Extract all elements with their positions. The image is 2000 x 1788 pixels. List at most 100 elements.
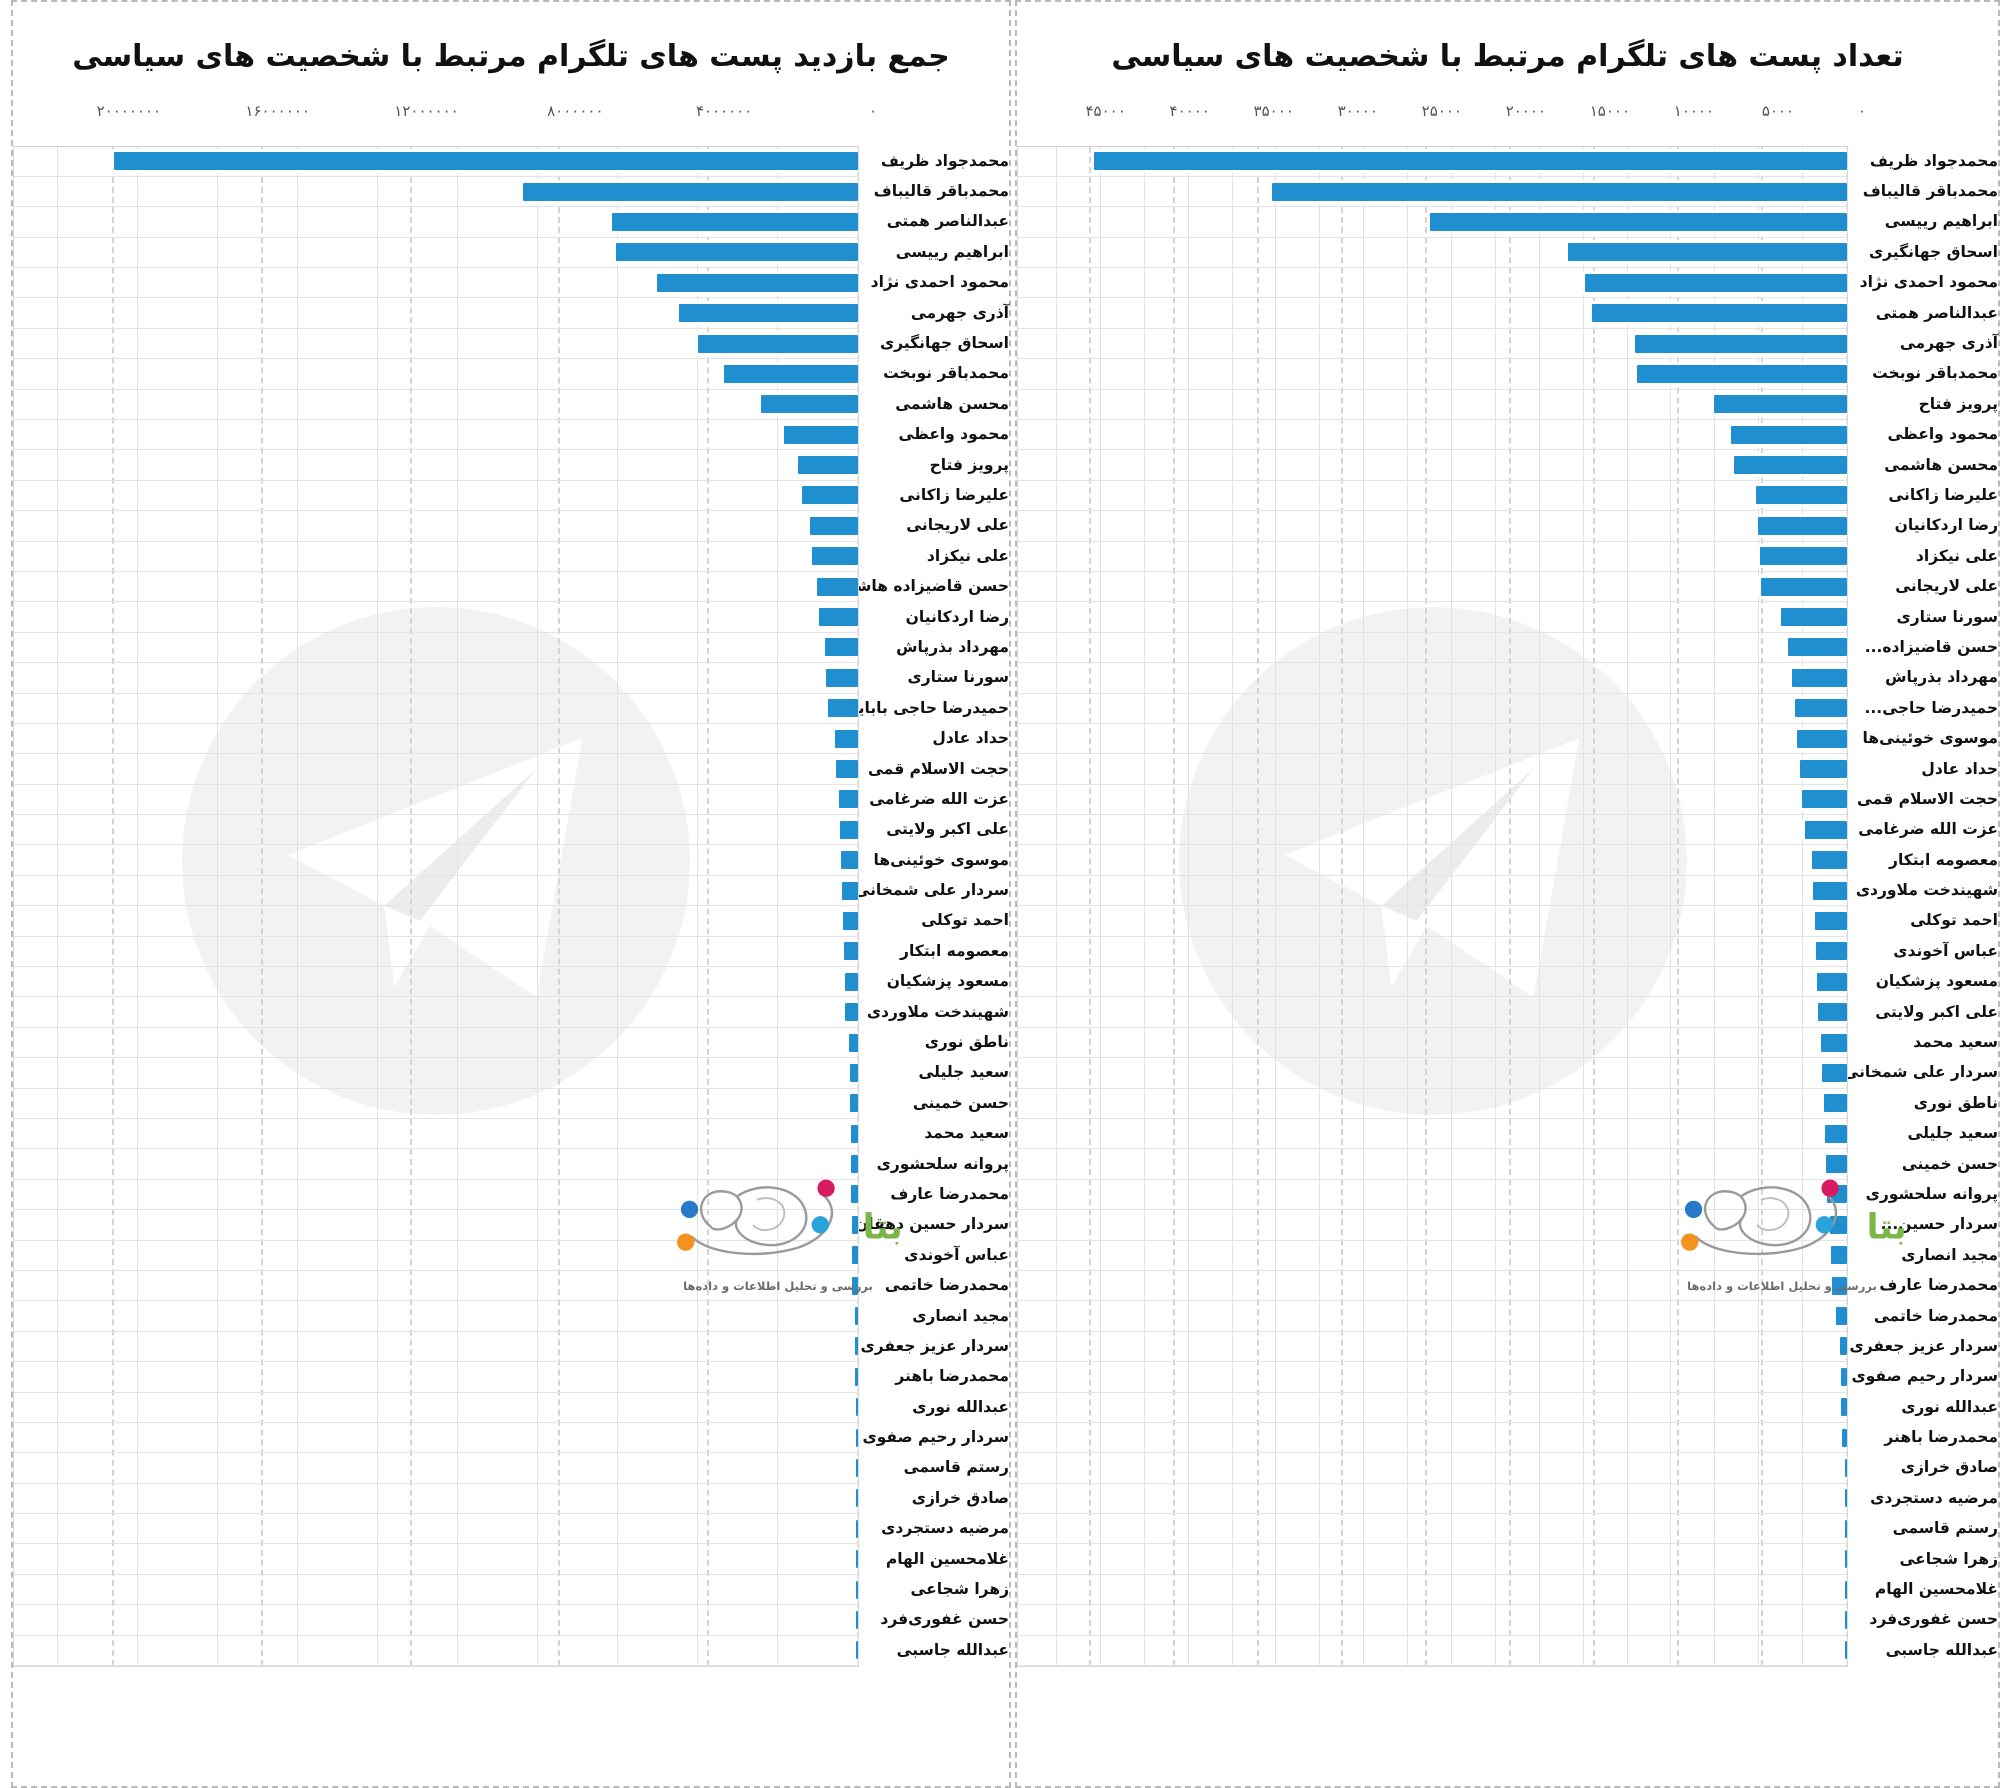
bar[interactable] <box>1093 152 1847 171</box>
bar[interactable] <box>1791 668 1847 687</box>
bar-row[interactable] <box>14 997 858 1028</box>
bar-row[interactable] <box>1018 876 1847 907</box>
bar[interactable] <box>836 760 858 778</box>
bar-row[interactable] <box>1018 329 1847 360</box>
bar-row[interactable] <box>1018 481 1847 512</box>
bar[interactable] <box>1845 1610 1847 1629</box>
bar[interactable] <box>856 1580 858 1599</box>
bar-row[interactable] <box>14 906 858 937</box>
bar-row[interactable] <box>1018 268 1847 299</box>
bar[interactable] <box>852 1276 858 1295</box>
bar[interactable] <box>1591 304 1847 323</box>
bar-row[interactable] <box>1018 238 1847 269</box>
bar-row[interactable] <box>14 1514 858 1545</box>
bar[interactable] <box>855 1458 858 1477</box>
bar[interactable] <box>1757 516 1847 535</box>
bar[interactable] <box>1584 273 1847 292</box>
bar[interactable] <box>1831 1276 1847 1295</box>
bar-row[interactable] <box>14 1149 858 1180</box>
bar-row[interactable] <box>14 876 858 907</box>
bar[interactable] <box>657 273 858 292</box>
bar-row[interactable] <box>1018 1028 1847 1059</box>
bar-row[interactable] <box>14 390 858 421</box>
bar-row[interactable] <box>1018 1241 1847 1271</box>
bar[interactable] <box>824 638 858 657</box>
bar-row[interactable] <box>1018 359 1847 390</box>
bar[interactable] <box>838 790 858 809</box>
bar-row[interactable] <box>1018 1271 1847 1302</box>
bar-row[interactable] <box>14 1119 858 1150</box>
bar[interactable] <box>1734 456 1847 475</box>
bar[interactable] <box>761 395 858 414</box>
bar-row[interactable] <box>14 845 858 876</box>
bar[interactable] <box>1796 729 1847 748</box>
bar[interactable] <box>1799 760 1847 778</box>
bar[interactable] <box>798 456 858 475</box>
bar[interactable] <box>828 699 858 718</box>
bar-row[interactable] <box>14 481 858 512</box>
bar-row[interactable] <box>1018 906 1847 937</box>
bar[interactable] <box>1845 1550 1847 1569</box>
bar[interactable] <box>698 334 858 353</box>
bar-row[interactable] <box>14 785 858 816</box>
bar-row[interactable] <box>1018 785 1847 816</box>
bar-row[interactable] <box>14 815 858 846</box>
bar[interactable] <box>1815 911 1847 930</box>
bar[interactable] <box>817 577 858 596</box>
bar-row[interactable] <box>1018 1575 1847 1606</box>
bar[interactable] <box>1761 577 1847 596</box>
bar[interactable] <box>1836 1307 1847 1326</box>
bar-row[interactable] <box>1018 997 1847 1028</box>
bar[interactable] <box>1714 395 1847 414</box>
bar-row[interactable] <box>14 1575 858 1606</box>
bar[interactable] <box>523 182 858 201</box>
bar-row[interactable] <box>14 420 858 451</box>
bar[interactable] <box>845 1003 858 1022</box>
bar-row[interactable] <box>1018 1544 1847 1575</box>
bar-row[interactable] <box>14 359 858 390</box>
bar[interactable] <box>855 1367 858 1386</box>
bar-row[interactable] <box>1018 450 1847 481</box>
bar-row[interactable] <box>1018 633 1847 664</box>
bar[interactable] <box>1845 1489 1847 1508</box>
bar[interactable] <box>844 972 858 991</box>
bar-row[interactable] <box>1018 572 1847 603</box>
bar-row[interactable] <box>1018 1301 1847 1332</box>
bar[interactable] <box>851 1185 858 1204</box>
bar-row[interactable] <box>14 937 858 968</box>
bar[interactable] <box>1801 790 1847 809</box>
bar-row[interactable] <box>1018 694 1847 724</box>
bar-row[interactable] <box>1018 1332 1847 1363</box>
bar-row[interactable] <box>14 663 858 694</box>
bar[interactable] <box>851 1215 858 1234</box>
bar[interactable] <box>855 1428 858 1447</box>
bar[interactable] <box>724 364 858 383</box>
bar-row[interactable] <box>14 450 858 481</box>
bar[interactable] <box>1636 364 1847 383</box>
bar[interactable] <box>811 547 858 566</box>
bar[interactable] <box>1831 1246 1847 1265</box>
bar[interactable] <box>1635 334 1847 353</box>
bar[interactable] <box>856 1641 858 1660</box>
bar-row[interactable] <box>1018 937 1847 968</box>
bar-row[interactable] <box>14 633 858 664</box>
bar[interactable] <box>1841 1428 1847 1447</box>
bar[interactable] <box>1804 820 1847 839</box>
bar-row[interactable] <box>1018 511 1847 542</box>
bar-row[interactable] <box>1018 845 1847 876</box>
bar-row[interactable] <box>14 1332 858 1363</box>
bar-row[interactable] <box>1018 420 1847 451</box>
bar[interactable] <box>783 425 858 444</box>
bar-row[interactable] <box>1018 1484 1847 1515</box>
bar-row[interactable] <box>14 724 858 755</box>
bar[interactable] <box>1825 1124 1847 1143</box>
bar[interactable] <box>113 152 858 171</box>
bar[interactable] <box>1840 1367 1847 1386</box>
bar-row[interactable] <box>1018 1119 1847 1150</box>
bar-row[interactable] <box>1018 390 1847 421</box>
bar-row[interactable] <box>14 1362 858 1393</box>
bar[interactable] <box>854 1307 858 1326</box>
bar-row[interactable] <box>1018 663 1847 694</box>
bar-row[interactable] <box>14 1393 858 1423</box>
bar-row[interactable] <box>14 1058 858 1089</box>
